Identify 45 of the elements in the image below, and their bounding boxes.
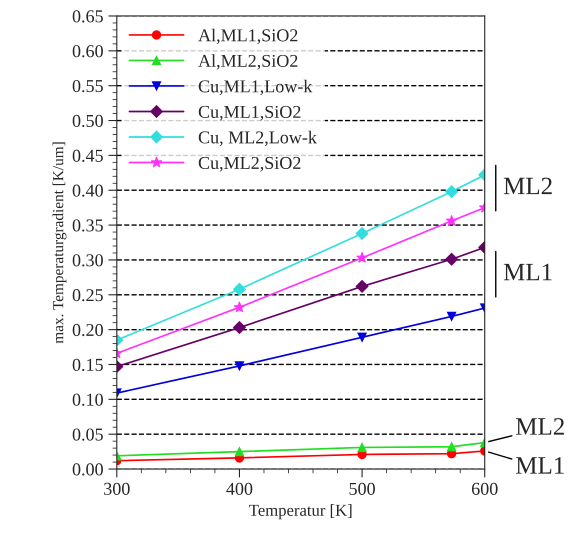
y-tick-label: 0.05 [72,428,103,441]
legend-label: Cu,ML1,SiO2 [198,106,300,121]
point [234,446,244,456]
x-tick-label: 400 [226,482,252,495]
point [446,214,458,226]
x-axis-title: Temperatur [K] [249,504,352,520]
y-tick-label: 0.00 [72,463,103,476]
y-tick-label: 0.60 [72,45,103,58]
point [446,312,456,322]
y-tick-label: 0.65 [72,10,103,23]
point [446,442,456,452]
point [445,252,458,266]
point [233,282,246,296]
annotation: ML1 [516,457,564,474]
y-tick-label: 0.55 [72,80,103,92]
y-tick-label: 0.35 [72,219,103,232]
legend-label: Cu,ML2,SiO2 [198,156,300,172]
x-tick-label: 300 [104,482,130,495]
y-tick-label: 0.20 [72,324,103,336]
point [356,280,368,293]
x-tick-label: 500 [350,482,375,495]
point [357,332,367,342]
y-tick-label: 0.15 [72,358,103,372]
point [234,361,244,371]
x-tick-label: 600 [472,482,498,495]
y-tick-label: 0.25 [72,289,103,302]
point [356,227,368,240]
point [357,442,367,452]
y-axis-title: max. Temperaturgradient [K/um] [52,142,66,344]
legend-label: Cu, ML2,Low-k [198,130,317,146]
y-tick-label: 0.40 [72,184,103,197]
y-tick-label: 0.50 [72,114,103,128]
y-tick-label: 0.45 [72,150,103,162]
legend-label: Al,ML1,SiO2 [198,28,298,44]
text: ML1 [504,264,552,280]
point [445,185,458,198]
annotation: ML2 [516,418,564,435]
y-tick-label: 0.30 [72,254,103,266]
point [234,301,246,312]
legend-label: Cu,ML1,Low-k [198,80,312,96]
text: ML2 [504,178,552,194]
point [356,252,368,263]
y-tick-label: 0.10 [72,394,103,406]
legend-label: Al,ML2,SiO2 [198,54,298,70]
point [233,321,246,334]
